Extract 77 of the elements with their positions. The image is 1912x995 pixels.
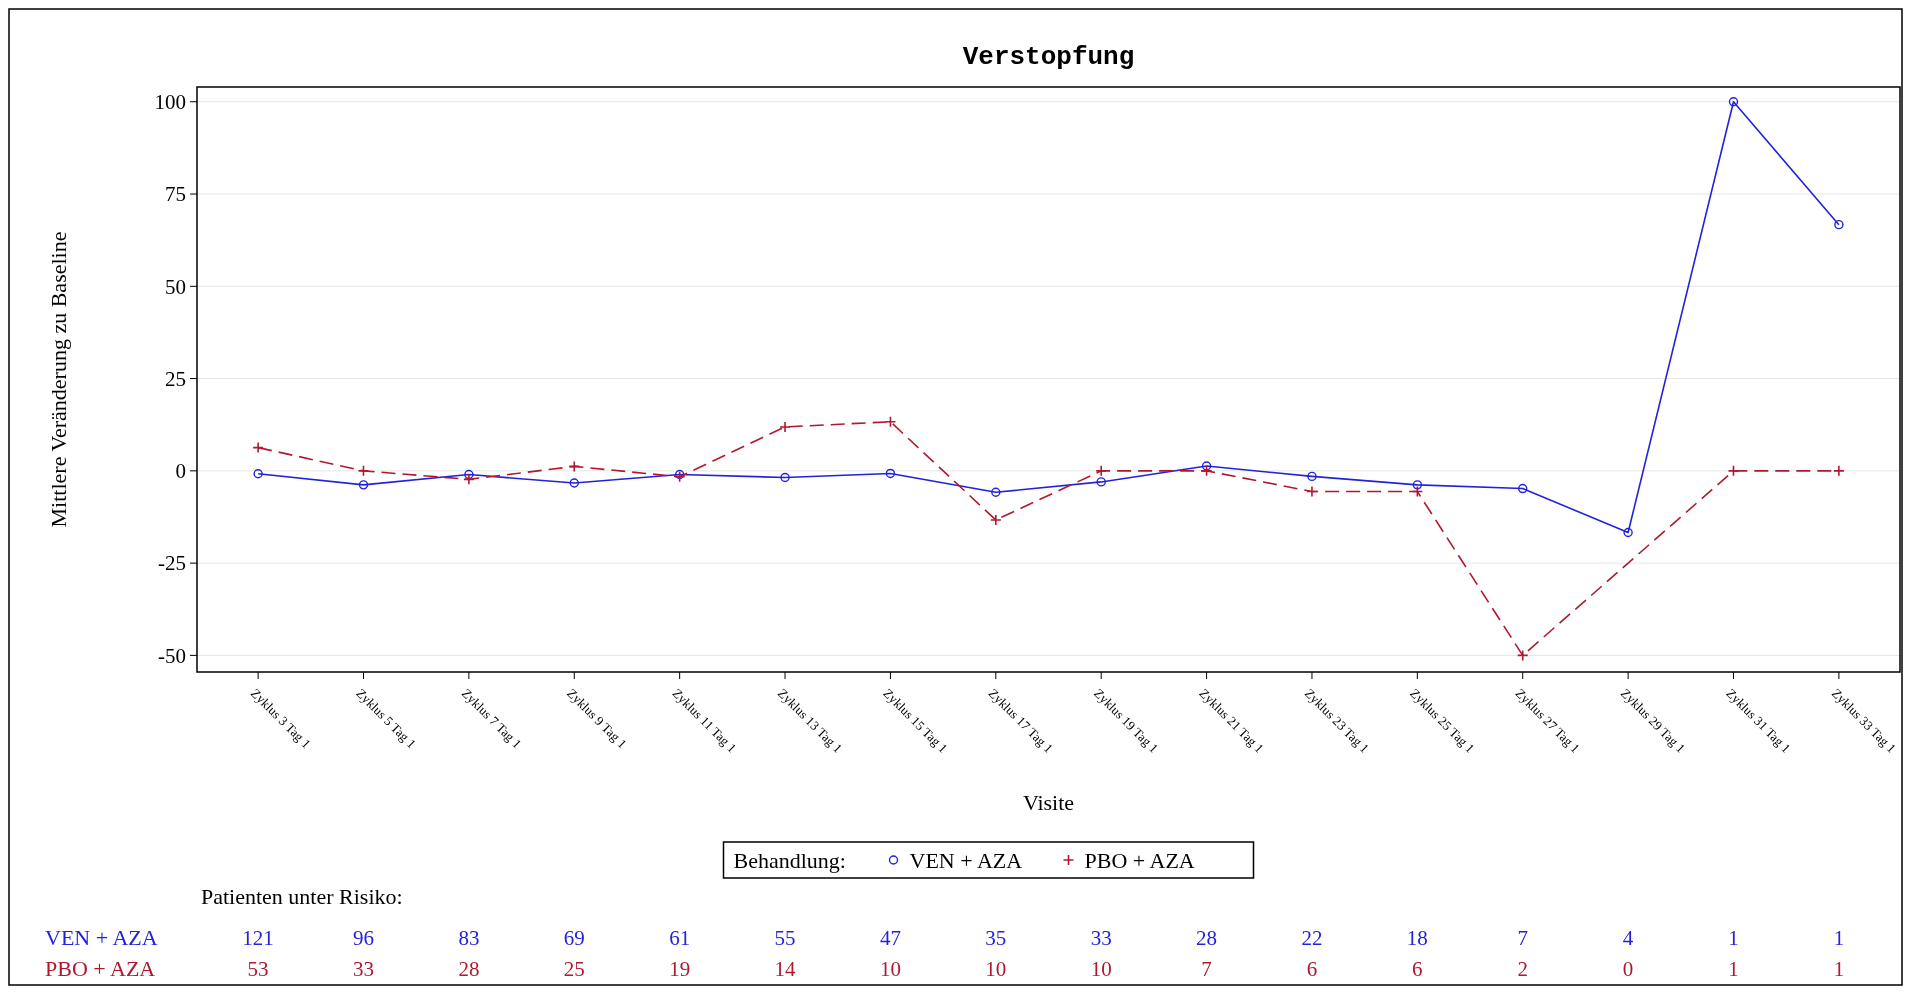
point xyxy=(358,480,369,490)
point xyxy=(1096,477,1106,487)
point xyxy=(1200,465,1213,477)
text: 25 xyxy=(563,957,585,981)
point xyxy=(464,469,474,480)
text: 7 xyxy=(1201,957,1212,981)
text: 1 xyxy=(1833,926,1845,950)
text: 6 xyxy=(1306,957,1318,981)
text: 53 xyxy=(247,957,269,981)
text: 33 xyxy=(353,957,375,981)
text: 4 xyxy=(1622,926,1634,950)
text: 47 xyxy=(879,926,901,950)
point xyxy=(1727,465,1740,477)
point xyxy=(1307,471,1317,482)
text: VEN + AZA xyxy=(45,925,158,950)
text: 1 xyxy=(1728,957,1739,981)
legend-title: Behandlung: xyxy=(733,847,846,873)
text: 28 xyxy=(1196,926,1218,950)
text: 96 xyxy=(353,926,375,950)
text: 10 xyxy=(879,957,901,981)
text: 1 xyxy=(1833,957,1845,981)
point xyxy=(1623,527,1633,538)
text: 28 xyxy=(458,957,480,981)
point xyxy=(884,415,897,428)
point xyxy=(1834,219,1844,230)
point xyxy=(779,421,791,433)
point xyxy=(1728,97,1739,107)
point xyxy=(568,460,581,473)
point xyxy=(569,478,579,488)
text: 18 xyxy=(1406,926,1428,950)
text: 121 xyxy=(242,926,274,950)
legend-label: VEN + AZA xyxy=(909,847,1023,873)
point xyxy=(1306,485,1318,498)
text: 0 xyxy=(1622,957,1634,981)
text: 10 xyxy=(1090,957,1112,981)
point xyxy=(990,514,1002,526)
text: Patienten unter Risiko: xyxy=(201,884,403,909)
point xyxy=(885,468,896,479)
point xyxy=(991,487,1001,497)
chart-title: Verstopfung xyxy=(962,42,1135,72)
text: 1 xyxy=(1728,926,1739,950)
text: 6 xyxy=(1412,957,1423,981)
text: 35 xyxy=(985,926,1007,950)
text: PBO + AZA xyxy=(45,956,156,981)
point xyxy=(780,472,790,483)
y-tick-label: -25 xyxy=(158,551,186,576)
y-tick-label: 75 xyxy=(165,182,186,207)
point xyxy=(253,469,263,479)
point xyxy=(463,473,475,486)
text: 33 xyxy=(1090,926,1112,950)
text: 69 xyxy=(563,926,585,950)
point xyxy=(1518,483,1528,494)
text: 10 xyxy=(985,957,1007,981)
text: 55 xyxy=(774,926,796,950)
point xyxy=(1412,480,1423,490)
point xyxy=(357,465,370,477)
text: 19 xyxy=(669,957,691,981)
point xyxy=(1201,461,1212,471)
point xyxy=(1833,465,1845,477)
text: 83 xyxy=(458,926,480,950)
point xyxy=(252,441,264,454)
legend-label: PBO + AZA xyxy=(1084,847,1195,873)
point xyxy=(1411,485,1424,498)
text: 7 xyxy=(1517,926,1528,950)
point xyxy=(1095,465,1107,477)
y-tick-label: 100 xyxy=(154,90,186,115)
y-tick-label: 0 xyxy=(175,459,186,484)
text: 22 xyxy=(1301,926,1323,950)
text: 2 xyxy=(1517,957,1528,981)
text: 61 xyxy=(669,926,691,950)
point xyxy=(1516,649,1529,662)
y-axis-title: Mittlere Veränderung zu Baseline xyxy=(46,231,71,528)
y-tick-label: -50 xyxy=(158,643,186,668)
y-tick-label: 25 xyxy=(165,366,186,391)
x-axis-title: Visite xyxy=(1022,790,1075,815)
y-tick-label: 50 xyxy=(165,274,186,299)
text: 14 xyxy=(774,957,797,981)
